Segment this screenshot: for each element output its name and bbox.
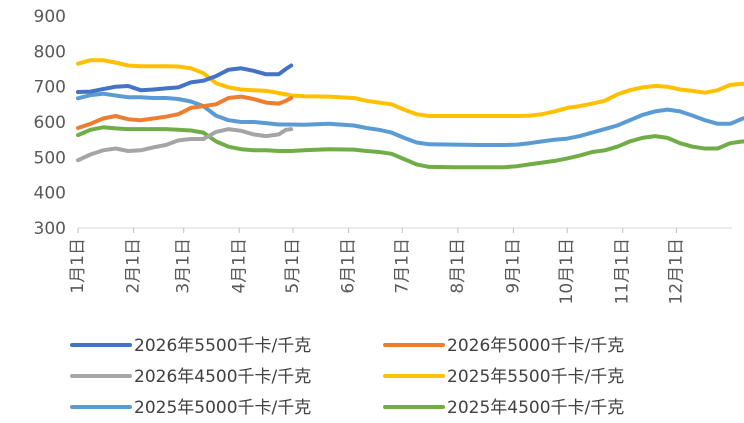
x-tick-label: 9月1日 <box>503 238 523 294</box>
y-axis-ticks: 300 400 500 600 700 800 900 <box>34 7 66 239</box>
x-tick-label: 3月1日 <box>174 238 194 294</box>
x-tick-label: 8月1日 <box>448 238 468 294</box>
y-tick-label: 400 <box>34 184 66 204</box>
x-tick-label: 12月1日 <box>666 238 686 304</box>
y-tick-label: 500 <box>34 148 66 168</box>
series-line <box>76 63 294 94</box>
legend-label: 2026年5500千卡/千克 <box>134 336 311 356</box>
x-tick-label: 7月1日 <box>392 238 412 294</box>
x-tick-label: 2月1日 <box>124 238 144 294</box>
y-tick-label: 700 <box>34 78 66 98</box>
series-line <box>76 94 294 130</box>
legend: 2026年5500千卡/千克 2026年5000千卡/千克 2026年4500千卡/… <box>70 336 624 418</box>
series-line <box>76 125 744 170</box>
legend-label: 2025年5000千卡/千克 <box>134 398 311 418</box>
x-tick-label: 6月1日 <box>339 238 359 294</box>
x-tick-label: 10月1日 <box>557 238 577 304</box>
legend-label: 2026年4500千卡/千克 <box>134 367 311 387</box>
y-tick-label: 600 <box>34 113 66 133</box>
y-tick-label: 300 <box>34 219 66 239</box>
series-line <box>76 91 744 147</box>
legend-label: 2025年4500千卡/千克 <box>447 398 624 418</box>
x-tick-label: 4月1日 <box>229 238 249 294</box>
x-tick-label: 1月1日 <box>68 238 88 294</box>
y-tick-label: 900 <box>34 7 66 27</box>
x-tick-label: 5月1日 <box>283 238 303 294</box>
series-line <box>76 58 744 118</box>
plot-area <box>76 58 744 170</box>
legend-label: 2025年5500千卡/千克 <box>447 367 624 387</box>
x-tick-label: 11月1日 <box>613 238 633 304</box>
series-line <box>76 127 294 163</box>
y-tick-label: 800 <box>34 42 66 62</box>
legend-label: 2026年5000千卡/千克 <box>447 336 624 356</box>
x-axis-ticks: 1月1日 2月1日 3月1日 4月1日 5月1日 6月1日 7月1日 8月1日 9月1日 10月1… <box>68 228 686 304</box>
